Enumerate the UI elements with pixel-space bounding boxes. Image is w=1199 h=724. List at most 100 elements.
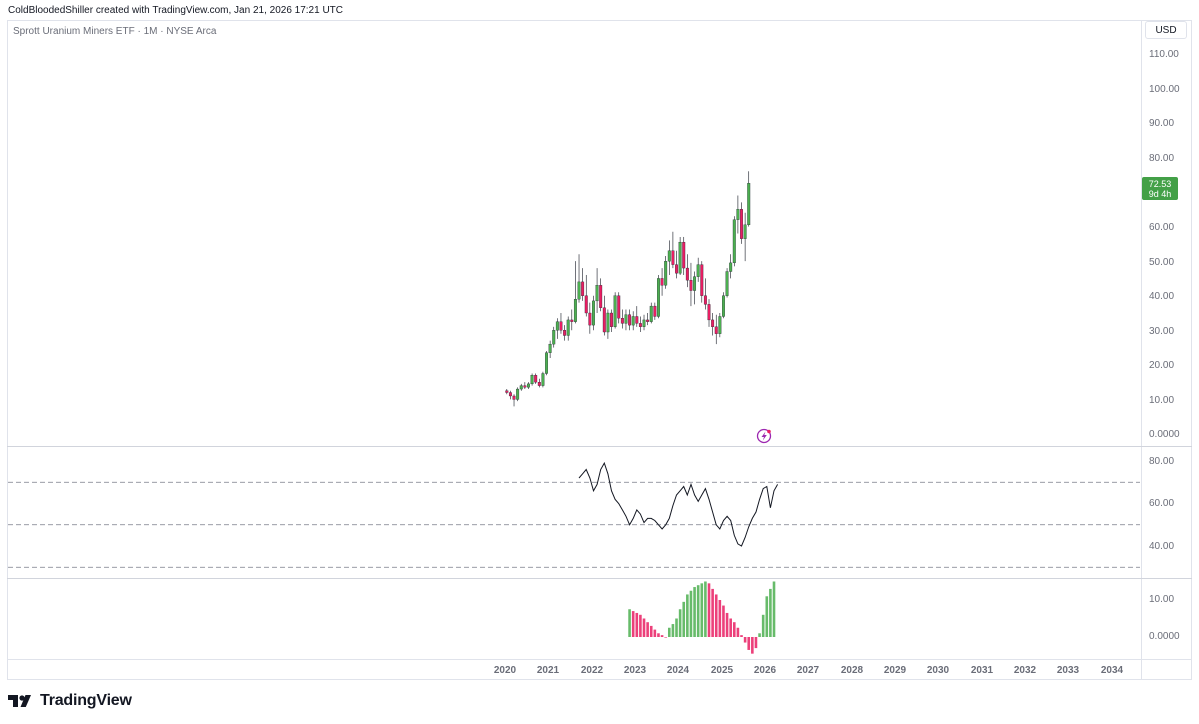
candle-body	[671, 250, 675, 265]
histogram-bar	[704, 581, 707, 637]
lightning-icon[interactable]	[756, 428, 772, 444]
candle	[638, 316, 642, 333]
candle	[570, 309, 574, 331]
candle-body	[700, 264, 704, 296]
candle	[693, 271, 697, 305]
candle	[635, 306, 639, 327]
candle-body	[548, 343, 552, 353]
candle	[664, 255, 668, 289]
price-tick: 100.00	[1149, 84, 1180, 95]
histogram-bar	[718, 600, 722, 637]
candle-body	[573, 299, 577, 322]
histogram-bar	[631, 611, 635, 637]
brand-name: TradingView	[40, 692, 132, 709]
histogram-bar	[743, 637, 747, 643]
candle-body	[725, 271, 729, 296]
candle	[689, 262, 693, 307]
candle	[559, 313, 563, 334]
candle-body	[729, 262, 733, 272]
candle-body	[624, 314, 628, 324]
price-tick: 30.00	[1149, 326, 1175, 337]
candle-body	[606, 312, 610, 333]
candle	[548, 340, 552, 358]
candle-body	[588, 312, 592, 326]
histogram-bar	[686, 594, 689, 637]
price-tick: 10.00	[1149, 395, 1175, 406]
histogram-bar	[711, 588, 714, 637]
time-axis-year: 2034	[1100, 665, 1124, 676]
candle	[588, 302, 592, 334]
candle-body	[664, 260, 668, 286]
candle-body	[592, 300, 595, 326]
candle	[696, 257, 700, 282]
candle	[545, 351, 548, 376]
candle-body	[545, 352, 548, 374]
candle-body	[537, 381, 541, 386]
candle	[613, 292, 617, 329]
candle-body	[696, 264, 700, 277]
histogram-bar	[707, 583, 711, 637]
candle-body	[534, 375, 538, 383]
histogram-bar	[736, 627, 740, 637]
candle-body	[519, 385, 523, 390]
candle	[685, 254, 689, 288]
candle	[617, 292, 621, 324]
rsi-pane	[8, 461, 1140, 568]
pane-separator-histogram[interactable]	[7, 578, 1192, 579]
candle	[653, 302, 657, 320]
time-axis-year: 2024	[666, 665, 690, 676]
price-pane	[505, 171, 751, 407]
candle-body	[628, 314, 632, 326]
candle-body	[577, 281, 581, 300]
rsi-line	[578, 461, 779, 547]
candle-body	[584, 295, 588, 314]
candle-body	[743, 224, 747, 239]
candle	[740, 202, 743, 244]
candle	[657, 274, 660, 319]
time-axis-year: 2022	[580, 665, 604, 676]
last-price-tag: 72.53 9d 4h	[1142, 177, 1178, 200]
pane-separator-rsi[interactable]	[7, 446, 1192, 447]
time-axis-year: 2028	[840, 665, 864, 676]
candle-body	[718, 316, 722, 334]
candle-body	[657, 278, 660, 317]
histogram-bar	[635, 612, 639, 637]
histogram-tick: 10.00	[1149, 594, 1175, 605]
candle	[628, 309, 632, 331]
histogram-bar	[642, 618, 646, 637]
histogram-bar	[758, 633, 761, 637]
histogram-bar	[657, 633, 660, 637]
time-axis-year: 2029	[883, 665, 907, 676]
histogram-bar	[751, 637, 754, 654]
candle-body	[722, 295, 725, 317]
candle-body	[649, 305, 653, 322]
rsi-tick: 40.00	[1149, 541, 1175, 552]
histogram-bar	[646, 622, 649, 637]
candle-body	[505, 390, 509, 393]
candle-body	[508, 392, 512, 397]
histogram-bar	[689, 590, 693, 637]
candle	[602, 295, 606, 336]
candle-body	[523, 385, 527, 388]
candle	[707, 299, 711, 327]
candle-body	[610, 312, 613, 327]
candle	[631, 311, 635, 331]
candle-body	[599, 285, 603, 308]
candle-body	[707, 304, 711, 321]
price-tick: 90.00	[1149, 118, 1175, 129]
histogram-bar	[714, 594, 718, 637]
footer-brand[interactable]: TradingView	[8, 692, 132, 710]
candle-body	[581, 281, 585, 296]
currency-button[interactable]: USD	[1145, 21, 1187, 39]
histogram-bar	[671, 624, 675, 637]
candle-body	[678, 241, 682, 274]
candle	[736, 195, 740, 234]
tradingview-logo-icon	[8, 695, 31, 707]
candle-body	[689, 280, 693, 291]
candle	[512, 394, 516, 407]
symbol-legend[interactable]: Sprott Uranium Miners ETF · 1M · NYSE Ar…	[13, 26, 217, 37]
time-axis-year: 2032	[1013, 665, 1037, 676]
histogram-bar	[769, 588, 772, 637]
candle	[530, 373, 534, 386]
